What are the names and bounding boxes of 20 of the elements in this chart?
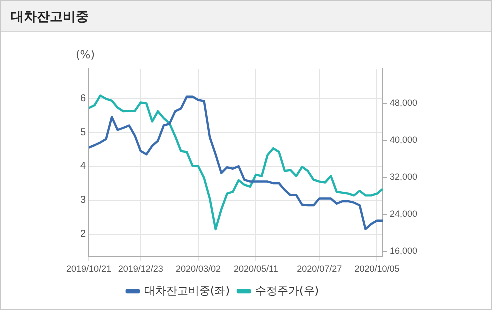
y2-tick-label: 24,000 — [390, 209, 418, 220]
y2-tick-label: 40,000 — [390, 135, 418, 146]
chart-title: 대차잔고비중 — [11, 9, 89, 26]
y-tick-label: 3 — [80, 195, 86, 206]
x-tick-label: 2020/07/27 — [297, 264, 342, 274]
y-tick-label: 6 — [80, 93, 86, 104]
x-tick-label: 2019/10/21 — [66, 264, 112, 274]
y-tick-label: 2 — [80, 229, 86, 240]
x-tick-label: 2020/05/11 — [234, 264, 278, 274]
y-tick-label: 4 — [80, 161, 86, 172]
y2-tick-label: 48,000 — [390, 98, 418, 108]
y-tick-label: 5 — [80, 127, 86, 138]
legend-label: 수정주가(우) — [256, 284, 320, 298]
y-axis-title: (%) — [76, 48, 96, 62]
y2-tick-label: 16,000 — [390, 246, 418, 256]
legend-label: 대차잔고비중(좌) — [144, 284, 230, 298]
y2-tick-label: 32,000 — [390, 172, 418, 182]
x-tick-label: 2020/03/02 — [176, 264, 222, 274]
x-tick-label: 2020/10/05 — [354, 264, 400, 274]
x-tick-label: 2019/12/23 — [118, 264, 164, 274]
